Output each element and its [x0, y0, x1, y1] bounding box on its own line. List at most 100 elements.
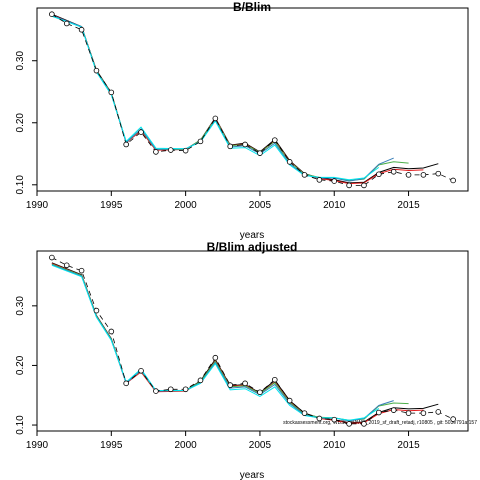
data-point: [123, 380, 129, 387]
data-point: [271, 376, 278, 383]
data-point: [257, 389, 263, 396]
series-line-5: [51, 15, 380, 181]
data-point: [153, 149, 159, 155]
observation-points: [49, 11, 456, 189]
data-point: [197, 138, 204, 145]
data-point: [450, 177, 456, 184]
points-dashed-line: [51, 257, 454, 425]
y-tick-label: 0.30: [15, 51, 26, 71]
x-tick-label: 1990: [26, 200, 49, 211]
x-tick-label: 2010: [323, 440, 346, 451]
data-point: [435, 409, 442, 415]
data-point: [49, 11, 55, 18]
series-line-2: [51, 14, 424, 185]
series-line-4: [51, 14, 394, 182]
x-axis-label: years: [240, 470, 264, 480]
y-tick-label: 0.30: [15, 296, 26, 316]
data-point: [376, 409, 382, 416]
chart-panel-bblim: B/Blim years 1990 1995 2000 2005 2010 2015 0.…: [15, 0, 469, 241]
data-point: [197, 377, 204, 384]
data-point: [331, 416, 338, 423]
series-line-1: [51, 13, 439, 184]
observation-points: [49, 254, 456, 427]
plot-frame: [36, 7, 469, 192]
data-point: [405, 172, 412, 178]
data-point: [78, 26, 85, 33]
footnote-text: stockassessment.org, WBSS_HAWG_2019_sf_d…: [283, 420, 477, 426]
data-point: [301, 172, 308, 178]
data-point: [138, 368, 144, 374]
x-tick-label: 2005: [249, 440, 272, 451]
y-axis: 0.10 0.20 0.30: [15, 296, 37, 435]
data-point: [49, 254, 55, 261]
series-line-3: [51, 263, 409, 421]
points-dashed-line: [51, 13, 454, 186]
data-point: [286, 397, 293, 404]
data-point: [420, 172, 427, 178]
series-line-5: [51, 264, 380, 421]
x-axis-label: years: [240, 230, 264, 241]
data-point: [450, 416, 456, 422]
data-point: [108, 89, 115, 96]
x-tick-label: 2000: [174, 200, 197, 211]
data-point: [271, 137, 278, 143]
data-point: [405, 410, 412, 416]
x-tick-label: 2015: [397, 200, 420, 211]
data-point: [123, 141, 129, 148]
data-point: [376, 171, 382, 178]
data-point: [138, 129, 144, 135]
data-point: [63, 262, 70, 269]
data-point: [286, 159, 293, 165]
data-point: [242, 141, 248, 148]
data-point: [361, 421, 367, 427]
x-tick-label: 2000: [174, 440, 197, 451]
data-point: [167, 386, 174, 393]
data-point: [108, 328, 115, 335]
x-tick-label: 2015: [397, 440, 420, 451]
data-point: [301, 410, 308, 416]
data-point: [420, 410, 427, 416]
data-point: [316, 177, 323, 183]
data-point: [167, 147, 174, 153]
data-point: [212, 115, 219, 122]
data-point: [93, 67, 100, 74]
data-point: [390, 168, 397, 175]
data-point: [63, 20, 70, 27]
data-point: [227, 143, 234, 150]
y-tick-label: 0.10: [15, 415, 26, 435]
y-tick-label: 0.10: [15, 175, 26, 195]
x-axis: 1990 1995 2000 2005 2010 2015: [26, 431, 420, 451]
y-tick-label: 0.20: [15, 113, 26, 133]
data-point: [346, 421, 352, 427]
x-tick-label: 2010: [323, 200, 346, 211]
x-tick-label: 2005: [249, 200, 272, 211]
chart-title: B/Blim: [233, 0, 271, 14]
x-tick-label: 1995: [100, 440, 123, 451]
series-lines: [51, 13, 439, 185]
plot-frame: [36, 250, 469, 432]
x-tick-label: 1990: [26, 440, 49, 451]
chart-title: B/Blim adjusted: [207, 240, 298, 254]
data-point: [227, 382, 234, 388]
data-point: [93, 307, 100, 314]
series-line-3: [51, 15, 409, 182]
x-tick-label: 1995: [100, 200, 123, 211]
data-point: [212, 354, 219, 361]
data-point: [435, 170, 442, 177]
data-point: [331, 178, 338, 184]
x-axis: 1990 1995 2000 2005 2010 2015: [26, 191, 420, 211]
data-point: [361, 182, 367, 189]
y-tick-label: 0.20: [15, 355, 26, 375]
data-point: [316, 415, 323, 422]
data-point: [182, 147, 189, 154]
data-point: [390, 407, 397, 413]
data-point: [346, 182, 352, 189]
data-point: [78, 267, 85, 274]
series-lines: [51, 262, 439, 424]
data-point: [182, 386, 189, 393]
data-point: [153, 388, 159, 394]
series-line-4: [51, 264, 394, 422]
data-point: [242, 380, 248, 387]
chart-panel-bblim-adjusted: B/Blim adjusted years stockassessment.or…: [15, 240, 477, 480]
